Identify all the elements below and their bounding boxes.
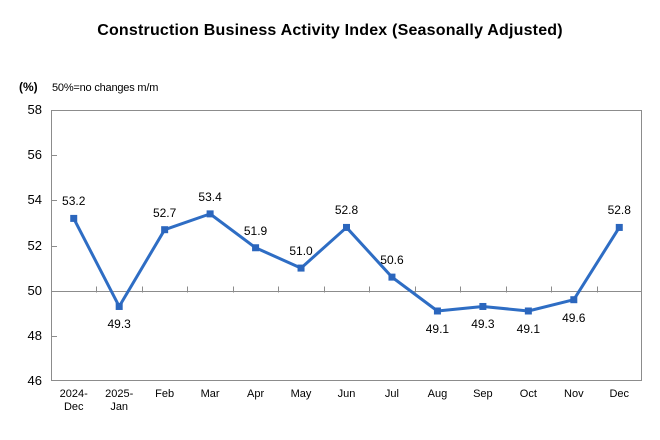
y-axis-label: 48 (27, 327, 42, 343)
data-label: 51.0 (289, 244, 313, 259)
data-point-marker (615, 223, 623, 231)
y-axis-label: 46 (27, 373, 42, 388)
data-label: 53.4 (198, 189, 222, 204)
y-axis-label: 52 (27, 237, 42, 253)
data-point-marker (570, 296, 578, 304)
data-point-marker (206, 210, 214, 218)
data-label: 49.1 (516, 321, 541, 336)
data-point-marker (524, 307, 532, 315)
x-axis-label: 2025- Jan (105, 388, 134, 413)
y-axis-label: 58 (27, 102, 42, 117)
x-axis-label: Apr (247, 388, 265, 400)
data-label: 50.6 (380, 253, 404, 268)
data-point-marker (115, 302, 123, 310)
data-label: 49.3 (471, 317, 495, 332)
data-label: 49.1 (425, 321, 450, 336)
x-axis-label: Dec (609, 388, 630, 400)
x-axis-label: May (290, 388, 312, 400)
data-label: 52.8 (607, 203, 631, 218)
data-point-marker (161, 226, 169, 234)
y-axis-label: 50 (27, 282, 42, 298)
data-point-marker (252, 244, 260, 252)
x-axis-label: Jun (337, 388, 356, 400)
x-axis-label: Jul (384, 388, 399, 400)
axis-note: 50%=no changes m/m (52, 82, 159, 94)
data-point-marker (433, 307, 441, 315)
x-axis-label: Mar (200, 388, 220, 400)
data-point-marker (297, 264, 305, 272)
chart-title: Construction Business Activity Index (Se… (97, 22, 563, 39)
x-axis-label: Feb (155, 388, 175, 400)
x-axis-label: Sep (473, 388, 493, 400)
y-axis-label: 56 (27, 147, 42, 163)
x-axis-label: Oct (519, 388, 537, 400)
data-label: 52.7 (152, 205, 177, 220)
data-point-marker (479, 302, 487, 310)
data-label: 52.8 (334, 203, 359, 218)
y-axis-label: 54 (27, 192, 42, 208)
data-label: 51.9 (243, 223, 268, 238)
data-point-marker (343, 223, 350, 231)
data-point-marker (70, 214, 78, 222)
x-axis-label: 2024- Dec (59, 388, 88, 413)
y-axis-unit-label: (%) (19, 80, 38, 94)
data-label: 49.3 (107, 317, 131, 332)
plot-border (51, 110, 642, 381)
data-label: 53.2 (62, 194, 86, 209)
x-axis-label: Nov (564, 388, 584, 400)
data-point-marker (388, 273, 396, 281)
x-axis-label: Aug (427, 388, 448, 400)
data-label: 49.6 (562, 310, 586, 325)
